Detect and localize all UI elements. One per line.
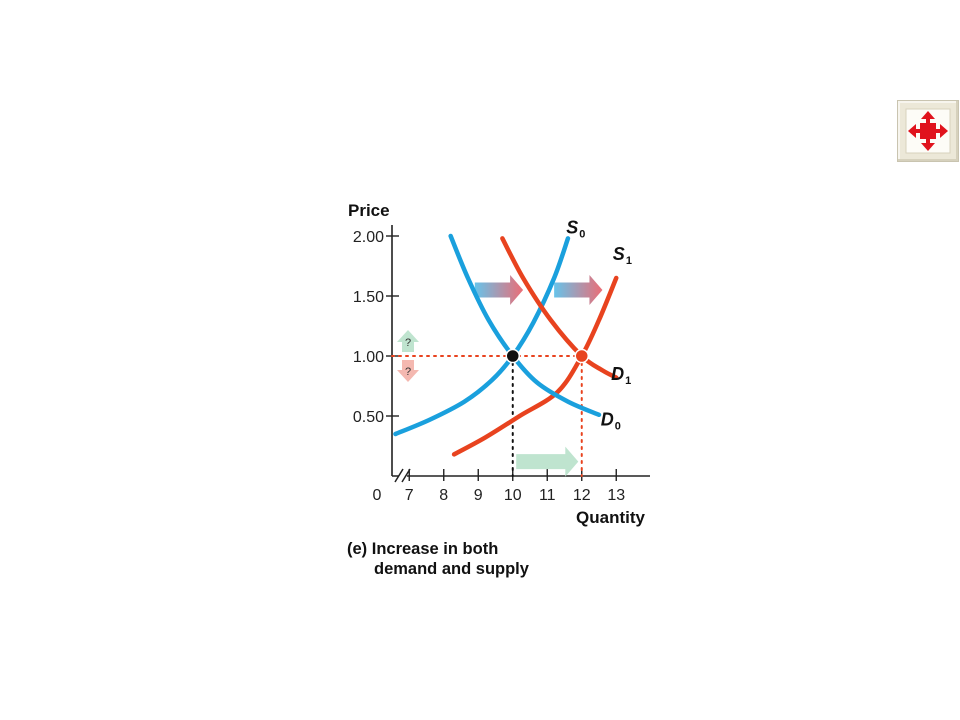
equilibrium-points bbox=[505, 348, 589, 364]
equilibrium-point-1 bbox=[574, 348, 589, 364]
caption-line-1: (e) Increase in both bbox=[347, 540, 498, 558]
y-tick-label: 1.00 bbox=[353, 349, 384, 366]
x-axis-title: Quantity bbox=[576, 508, 645, 527]
x-tick-label: 12 bbox=[573, 487, 591, 504]
price-up-question-label: ? bbox=[405, 337, 411, 349]
expand-button[interactable] bbox=[897, 100, 959, 162]
curve-s1 bbox=[451, 275, 619, 457]
expand-arrows-icon bbox=[905, 108, 951, 154]
shift-arrows: ?? bbox=[397, 275, 603, 477]
curve-label-d1: D1 bbox=[611, 364, 631, 387]
y-tick-label: 2.00 bbox=[353, 229, 384, 246]
x-tick-label: 9 bbox=[474, 487, 483, 504]
curve-shift-arrow bbox=[474, 275, 524, 305]
ticks: 0 0.50 1.00 1.50 2.00 7 8 9 10 11 12 13 bbox=[353, 229, 625, 504]
curve-label-d0: D0 bbox=[601, 410, 621, 433]
curve-d0 bbox=[448, 233, 602, 418]
quantity-increase-arrow bbox=[516, 446, 579, 477]
price-down-question-label: ? bbox=[405, 366, 411, 378]
x-tick-label: 13 bbox=[607, 487, 625, 504]
y-axis-title: Price bbox=[348, 201, 390, 220]
equilibrium-point-0 bbox=[505, 348, 520, 364]
axes bbox=[391, 225, 650, 483]
curve-label-s1: S1 bbox=[613, 244, 632, 267]
axis-break-gap bbox=[399, 466, 407, 482]
x-origin-label: 0 bbox=[373, 487, 382, 504]
x-tick-label: 10 bbox=[504, 487, 522, 504]
x-tick-label: 7 bbox=[405, 487, 414, 504]
x-tick-label: 8 bbox=[439, 487, 448, 504]
curve-d1 bbox=[500, 236, 619, 380]
curves bbox=[393, 233, 619, 457]
y-tick-label: 0.50 bbox=[353, 409, 384, 426]
curve-s0 bbox=[393, 236, 571, 437]
x-tick-label: 11 bbox=[539, 487, 556, 504]
y-tick-label: 1.50 bbox=[353, 289, 384, 306]
curve-shift-arrow bbox=[554, 275, 603, 305]
curve-label-s0: S0 bbox=[566, 218, 585, 241]
guide-lines bbox=[391, 355, 583, 477]
caption-line-2: demand and supply bbox=[374, 560, 530, 578]
price-up-arrow bbox=[397, 330, 419, 352]
price-down-arrow bbox=[397, 360, 419, 382]
axis-break-mark bbox=[394, 468, 404, 483]
